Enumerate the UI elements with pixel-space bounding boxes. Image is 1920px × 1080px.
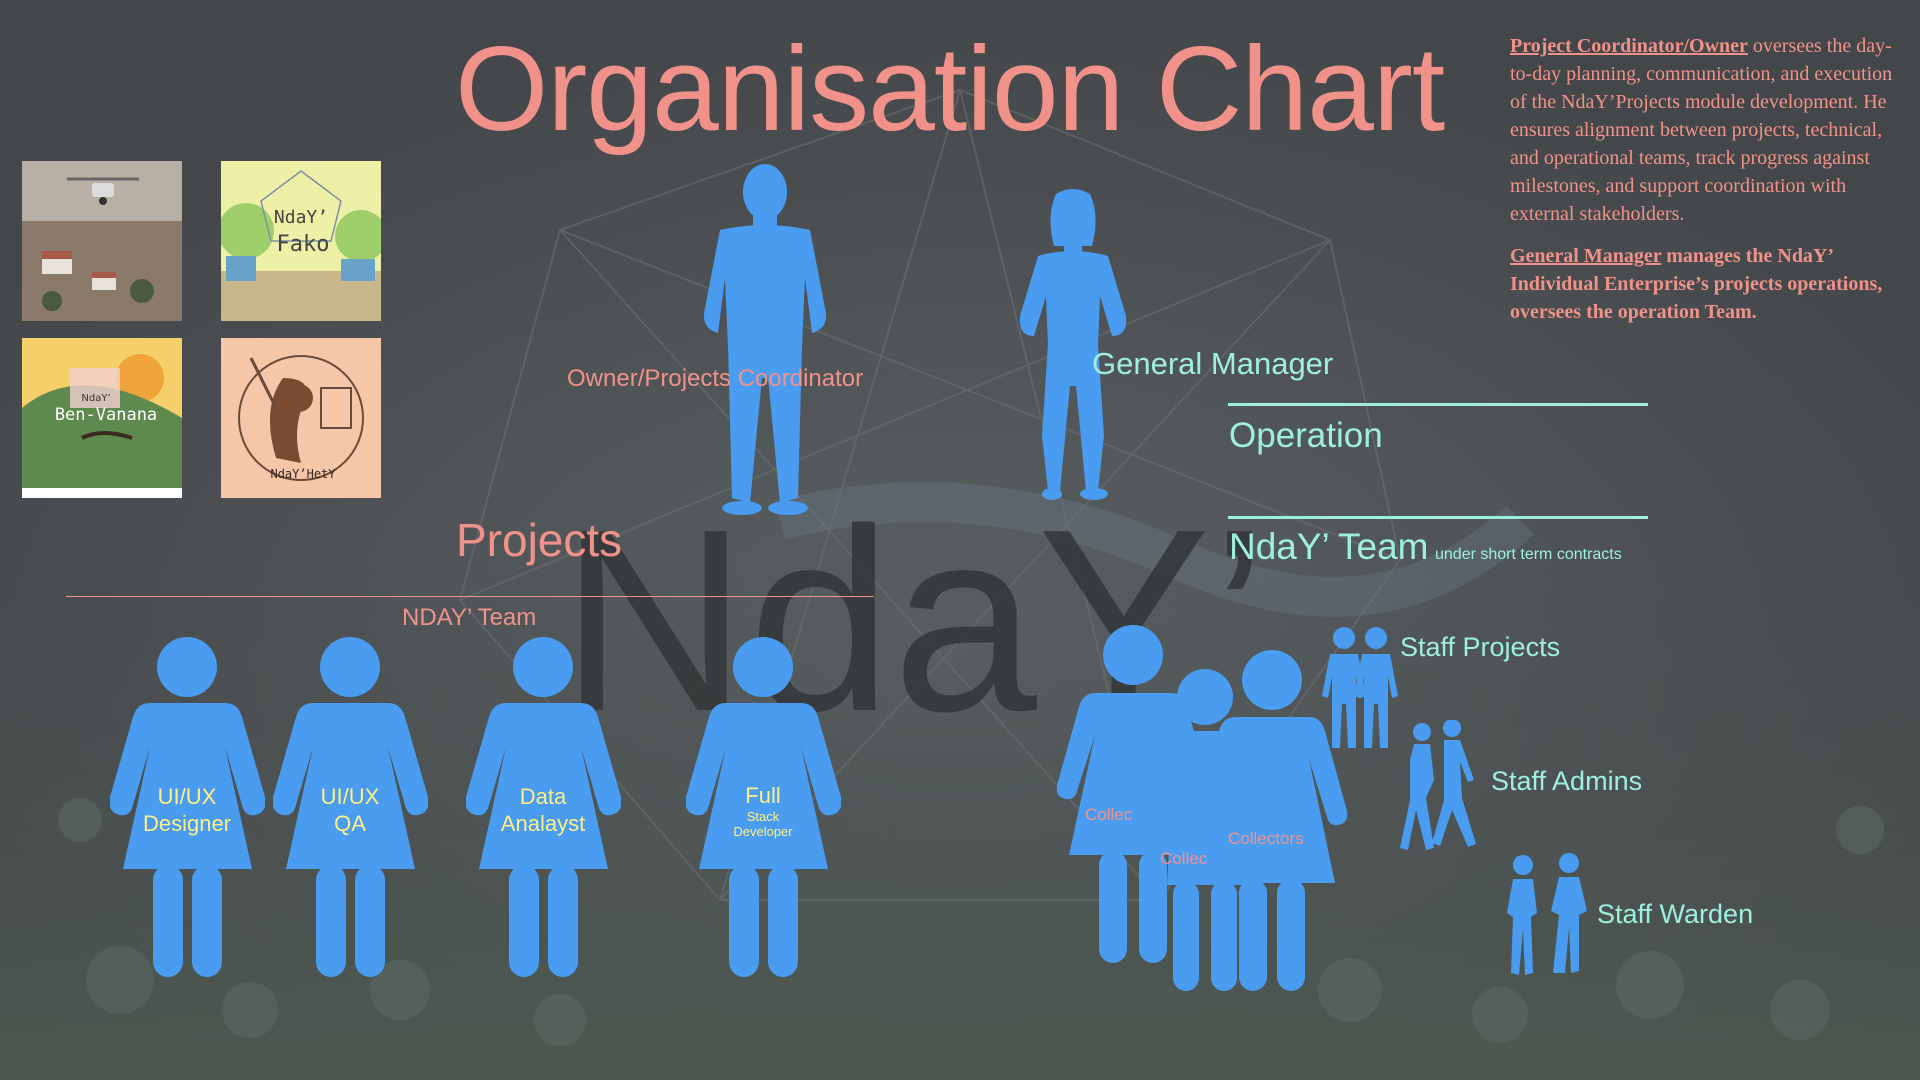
staff-admins-icon xyxy=(1400,720,1476,850)
fako-brand-top: NdaY’ xyxy=(274,207,328,228)
staff-warden-label: Staff Warden xyxy=(1597,899,1754,929)
ui-ux-qa-figure-icon xyxy=(273,637,428,977)
collector-label-right: Collectors xyxy=(1228,829,1304,848)
coordinator-description: Project Coordinator/Owner oversees the d… xyxy=(1510,32,1910,228)
ui-ux-designer-line1: UI/UX xyxy=(157,784,217,809)
coordinator-role-title: Project Coordinator/Owner xyxy=(1510,35,1748,57)
projects-heading: Projects xyxy=(456,514,623,566)
data-analyst-label: Data Analayst xyxy=(483,783,603,837)
ui-ux-designer-figure-icon xyxy=(110,637,265,977)
hety-brand-name: NdaY’HetY xyxy=(270,467,336,481)
bengana-thumbnail: NdaY’ Ben-Vanana xyxy=(22,338,182,498)
manager-role-title: General Manager xyxy=(1510,245,1662,267)
full-stack-line3: Developer xyxy=(733,824,793,839)
page-title: Organisation Chart xyxy=(455,22,1445,156)
bengana-brand-name: Ben-Vanana xyxy=(55,405,157,425)
drone-thumbnail xyxy=(22,161,182,321)
collector-label-middle: Collec xyxy=(1160,849,1208,868)
ui-ux-qa-line2: QA xyxy=(334,811,366,836)
role-descriptions: Project Coordinator/Owner oversees the d… xyxy=(1510,32,1910,340)
ui-ux-qa-label: UI/UX QA xyxy=(290,783,410,837)
ui-ux-designer-line2: Designer xyxy=(142,811,232,836)
fako-brand-name: Fako xyxy=(277,232,330,257)
team-top-line xyxy=(1228,516,1648,519)
data-analyst-line1: Data xyxy=(519,784,567,809)
general-manager-figure-icon xyxy=(1019,189,1127,500)
hety-thumbnail: NdaY’HetY xyxy=(221,338,381,498)
collectors-group-icon xyxy=(1056,625,1348,991)
projects-divider xyxy=(66,596,874,597)
general-manager-label: General Manager xyxy=(1092,346,1334,381)
staff-projects-label: Staff Projects xyxy=(1400,632,1561,662)
nday-team-right-heading: NdaY’ Team xyxy=(1229,526,1429,567)
fako-thumbnail: NdaY’ Fako xyxy=(221,161,381,321)
data-analyst-line2: Analayst xyxy=(500,811,586,836)
collector-label-left: Collec xyxy=(1085,805,1133,824)
full-stack-developer-figure-icon xyxy=(686,637,841,977)
nday-team-left-heading: NDAY’ Team xyxy=(402,604,537,631)
full-stack-developer-label: Full Stack Developer xyxy=(703,782,823,839)
staff-admins-label: Staff Admins xyxy=(1491,766,1643,796)
bengana-brand-small: NdaY’ xyxy=(81,393,110,404)
short-term-note: under short term contracts xyxy=(1435,546,1622,563)
full-stack-line1: Full xyxy=(745,783,781,808)
staff-projects-icon xyxy=(1322,627,1398,748)
ui-ux-designer-label: UI/UX Designer xyxy=(127,783,247,837)
staff-warden-icon xyxy=(1507,853,1587,975)
owner-figure-icon xyxy=(703,164,827,515)
manager-role-text: manages the NdaY’ Individual Enterprise’… xyxy=(1510,245,1883,323)
owner-label: Owner/Projects Coordinator xyxy=(567,365,864,392)
full-stack-line2: Stack xyxy=(746,809,780,824)
operation-top-line xyxy=(1228,403,1648,406)
data-analyst-figure-icon xyxy=(466,637,621,977)
operation-heading: Operation xyxy=(1229,416,1383,455)
coordinator-role-text: oversees the day-to-day planning, commun… xyxy=(1510,35,1893,225)
manager-description: General Manager manages the NdaY’ Indivi… xyxy=(1510,242,1910,326)
ui-ux-qa-line1: UI/UX xyxy=(320,784,380,809)
